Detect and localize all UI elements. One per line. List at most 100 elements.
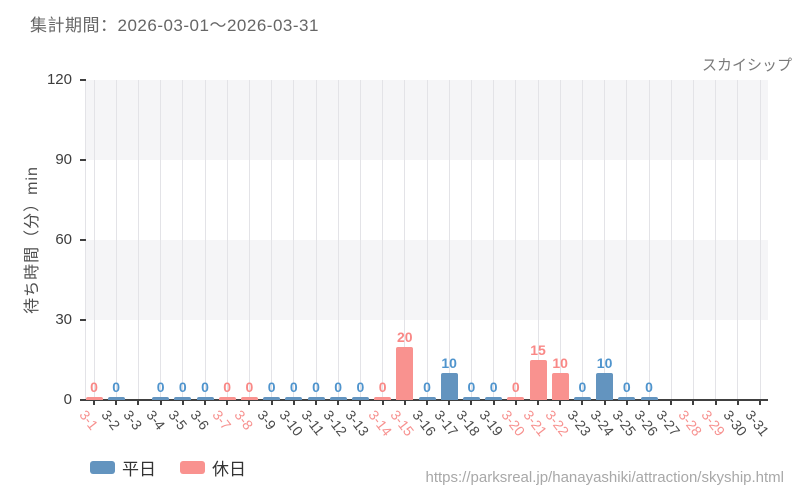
bar	[196, 397, 214, 400]
v-gridline	[226, 80, 228, 400]
v-gridline	[293, 80, 295, 400]
x-tick-label: 3-27	[653, 407, 684, 439]
bar	[85, 397, 103, 400]
v-gridline	[448, 80, 450, 400]
x-tick-label: 3-14	[364, 407, 395, 439]
y-tick-label: 120	[46, 71, 72, 88]
v-gridline	[404, 80, 406, 400]
bar-value-label: 0	[511, 379, 520, 395]
bar-value-label: 0	[267, 379, 276, 395]
x-tick-mark	[603, 400, 606, 405]
v-gridline	[559, 80, 561, 400]
x-tick-mark	[581, 400, 584, 405]
x-tick-label: 3-30	[720, 407, 751, 439]
v-gridline	[692, 80, 694, 400]
bar-value-label: 0	[489, 379, 498, 395]
v-gridline	[315, 80, 317, 400]
v-gridline	[426, 80, 428, 400]
bar	[240, 397, 258, 400]
bar-value-label: 15	[530, 342, 546, 358]
x-tick-label: 3-16	[409, 407, 440, 439]
x-tick-label: 3-4	[142, 407, 169, 433]
y-tick-mark	[80, 239, 86, 241]
v-gridline	[115, 80, 117, 400]
x-tick-mark	[448, 400, 451, 405]
legend: 平日 休日	[90, 455, 246, 480]
bar	[329, 397, 347, 400]
v-gridline	[648, 80, 650, 400]
bar	[618, 397, 636, 400]
y-tick-mark	[80, 399, 86, 401]
weekday-swatch	[90, 461, 115, 474]
x-tick-label: 3-7	[209, 407, 235, 433]
bar	[440, 373, 458, 400]
bar-value-label: 0	[423, 379, 431, 395]
x-tick-mark	[270, 400, 273, 405]
x-tick-mark	[648, 400, 650, 405]
x-tick-label: 3-17	[431, 407, 462, 439]
x-tick-mark	[426, 400, 428, 405]
x-tick-mark	[492, 400, 495, 405]
x-tick-label: 3-31	[742, 407, 773, 439]
x-tick-label: 3-18	[453, 407, 484, 439]
x-tick-label: 3-3	[120, 407, 146, 433]
bar-value-label: 0	[223, 379, 232, 395]
bar	[174, 397, 192, 400]
x-tick-label: 3-19	[475, 407, 506, 439]
x-tick-mark	[692, 400, 695, 405]
v-gridline	[759, 80, 761, 400]
v-gridline	[670, 80, 672, 400]
x-tick-mark	[537, 400, 539, 405]
bar-value-label: 0	[622, 379, 631, 395]
bar	[107, 397, 125, 400]
x-tick-mark	[625, 400, 628, 405]
x-tick-label: 3-11	[298, 407, 328, 439]
x-tick-label: 3-1	[76, 407, 102, 433]
v-gridline	[271, 80, 273, 400]
x-tick-label: 3-25	[609, 407, 640, 439]
bar	[152, 397, 170, 400]
bar-value-label: 20	[397, 328, 413, 345]
x-tick-mark	[403, 400, 406, 405]
y-tick-label: 90	[55, 151, 72, 168]
x-tick-mark	[470, 400, 473, 405]
y-tick-label: 60	[55, 231, 72, 248]
x-tick-label: 3-24	[586, 407, 617, 439]
bar-value-label: 0	[201, 379, 209, 395]
bar-value-label: 10	[552, 355, 568, 372]
x-tick-mark	[137, 400, 140, 405]
legend-item-weekday[interactable]: 平日	[90, 455, 156, 480]
x-tick-mark	[514, 400, 517, 405]
bar-value-label: 0	[645, 379, 653, 395]
x-tick-label: 3-21	[520, 407, 551, 439]
y-tick-label: 0	[63, 391, 72, 408]
x-tick-mark	[759, 400, 761, 405]
x-tick-mark	[359, 400, 362, 405]
v-gridline	[715, 80, 717, 400]
x-tick-mark	[381, 400, 384, 405]
v-gridline	[537, 80, 539, 400]
bar-value-label: 0	[289, 379, 298, 395]
x-tick-mark	[204, 400, 206, 405]
legend-item-holiday[interactable]: 休日	[180, 455, 246, 480]
x-tick-mark	[559, 400, 562, 405]
v-gridline	[137, 80, 139, 400]
source-url: https://parksreal.jp/hanayashiki/attract…	[425, 469, 785, 486]
bar	[263, 397, 281, 400]
x-tick-mark	[670, 400, 673, 405]
bar-value-label: 0	[467, 379, 476, 395]
v-gridline	[737, 80, 739, 400]
y-tick-mark	[80, 79, 86, 81]
bar	[573, 397, 591, 400]
bar-value-label: 10	[441, 355, 457, 372]
x-tick-label: 3-8	[231, 407, 257, 433]
v-gridline	[581, 80, 583, 400]
bar	[551, 373, 569, 400]
x-tick-mark	[337, 400, 340, 405]
v-gridline	[337, 80, 339, 400]
x-tick-label: 3-6	[187, 407, 213, 433]
bar	[218, 397, 236, 400]
x-tick-mark	[181, 400, 184, 405]
v-gridline	[382, 80, 384, 400]
y-tick-mark	[80, 159, 86, 161]
